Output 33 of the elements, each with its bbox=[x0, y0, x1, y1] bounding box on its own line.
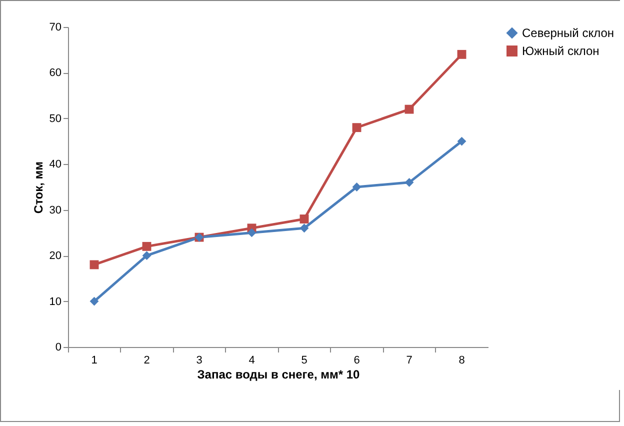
point bbox=[352, 182, 362, 192]
y-tick-label: 20 bbox=[49, 250, 62, 262]
point bbox=[457, 50, 466, 59]
y-tick-label: 70 bbox=[49, 22, 62, 34]
x-tick-label: 3 bbox=[196, 354, 202, 366]
point bbox=[457, 136, 466, 146]
point bbox=[404, 104, 414, 114]
point bbox=[404, 178, 414, 187]
point bbox=[300, 224, 309, 233]
point bbox=[90, 260, 99, 270]
y-tick-label: 0 bbox=[55, 342, 62, 354]
y-tick-label: 10 bbox=[49, 296, 62, 308]
y-tick-label: 50 bbox=[49, 112, 62, 125]
y-tick-label: 40 bbox=[49, 158, 62, 171]
point bbox=[247, 228, 256, 238]
x-tick-label: 1 bbox=[91, 354, 98, 366]
point bbox=[300, 214, 309, 224]
point bbox=[90, 296, 99, 306]
legend-label: Южный склон bbox=[522, 44, 600, 58]
point bbox=[352, 123, 362, 132]
x-tick-label: 7 bbox=[406, 354, 412, 366]
y-tick-label: 60 bbox=[49, 67, 62, 80]
point bbox=[142, 251, 152, 260]
y-axis-title: Сток, мм bbox=[31, 161, 46, 214]
x-tick-label: 8 bbox=[458, 354, 465, 366]
x-tick-label: 4 bbox=[248, 354, 255, 366]
legend-label: Северный склон bbox=[522, 26, 614, 40]
x-tick-label: 2 bbox=[144, 354, 150, 366]
point bbox=[142, 242, 152, 251]
x-tick-label: 6 bbox=[354, 354, 360, 366]
x-tick-label: 5 bbox=[301, 354, 308, 366]
y-tick-label: 30 bbox=[49, 204, 62, 216]
x-axis-title: Запас воды в снеге, мм* 10 bbox=[197, 368, 360, 382]
